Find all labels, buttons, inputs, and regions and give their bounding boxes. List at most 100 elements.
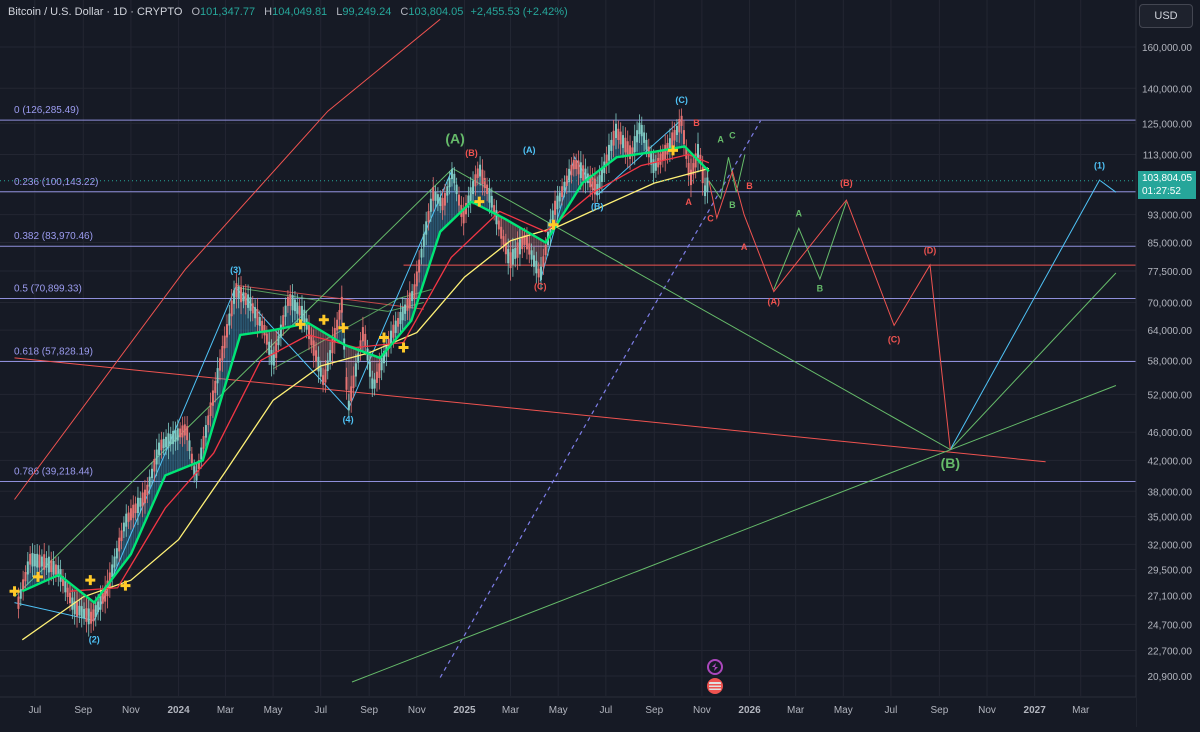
high-label: H	[264, 6, 273, 18]
candle-body	[626, 141, 629, 157]
candle-body	[172, 430, 175, 445]
candle-body	[425, 221, 428, 235]
fibonacci-retracement[interactable]: 0 (126,285.49) 0.236 (100,143.22) 0.382 (8…	[0, 105, 1136, 482]
replay-icon[interactable]	[707, 659, 723, 675]
time-tick-label: Jul	[885, 705, 898, 716]
candle-body	[235, 283, 238, 298]
candle-body	[94, 605, 97, 618]
low-value: 99,249.24	[342, 6, 392, 18]
bottom-icons[interactable]	[707, 659, 723, 694]
candle-body	[47, 556, 50, 573]
candle-body	[347, 400, 350, 411]
price-tick-label: 46,000.00	[1148, 428, 1193, 439]
time-tick-label: 2024	[167, 705, 190, 716]
candle-body	[218, 358, 221, 371]
plus-marker	[318, 314, 329, 325]
candle-body	[38, 554, 41, 568]
candle-body	[399, 311, 402, 325]
price-tick-label: 77,500.00	[1148, 267, 1193, 278]
wave-label: (4)	[343, 414, 354, 424]
price-tick-label: 42,000.00	[1148, 456, 1193, 467]
fib-level-label: 0.236 (100,143.22)	[14, 177, 99, 188]
candle-body	[455, 184, 458, 195]
red-scenario-path[interactable]	[708, 169, 951, 450]
candle-body	[104, 586, 107, 602]
candle-body	[57, 565, 60, 578]
candle-body	[68, 592, 71, 604]
plus-marker	[668, 145, 679, 156]
candle-body	[518, 239, 521, 255]
candle-body	[272, 354, 275, 366]
dotted-trendline[interactable]	[439, 120, 762, 678]
time-axis[interactable]: Jul Sep Nov 2024 Mar May Jul Sep Nov 2025 Mar May Ju…	[0, 696, 1136, 727]
candle-body	[493, 205, 496, 214]
candle-body	[664, 144, 667, 160]
candle-body	[500, 226, 503, 239]
time-tick-label: Sep	[360, 705, 378, 716]
wave-label: (D)	[924, 246, 937, 256]
candle-body	[300, 305, 303, 321]
price-tick-label: 20,900.00	[1148, 672, 1193, 683]
green-scenario-path-2[interactable]	[773, 201, 847, 290]
cyan-projection-path[interactable]	[949, 179, 1117, 450]
wave-label: (2)	[89, 634, 100, 644]
time-tick-label: Jul	[28, 705, 41, 716]
candle-body	[638, 122, 641, 135]
wave-label: C	[729, 130, 736, 140]
candle-body	[673, 129, 676, 141]
candle-body	[704, 185, 707, 197]
price-tick-label: 52,000.00	[1148, 390, 1193, 401]
price-tick-label: 93,000.00	[1148, 211, 1193, 222]
candle-body	[521, 237, 524, 250]
price-series	[0, 108, 1136, 641]
candle-body	[113, 556, 116, 568]
candle-body	[204, 425, 207, 438]
candle-body	[336, 319, 339, 331]
candle-body	[375, 371, 378, 383]
price-tick-label: 22,700.00	[1148, 646, 1193, 657]
candle-body	[436, 194, 439, 204]
candle-body	[633, 136, 636, 153]
flag-icon[interactable]	[707, 678, 723, 694]
drawings[interactable]	[14, 18, 1137, 683]
wave-label: A	[796, 208, 803, 218]
candle-body	[530, 250, 533, 260]
plus-marker	[32, 571, 43, 582]
candle-body	[315, 350, 318, 362]
green-scenario-path[interactable]	[708, 154, 746, 200]
red-channel-line[interactable]	[235, 284, 424, 310]
symbol-title[interactable]: Bitcoin / U.S. Dollar · 1D · CRYPTO	[8, 6, 183, 18]
candle-body	[429, 198, 432, 212]
candle-body	[244, 292, 247, 305]
candle-body	[404, 304, 407, 314]
candle-body	[141, 492, 144, 507]
candle-body	[643, 132, 646, 143]
candle-body	[333, 328, 336, 343]
candle-body	[483, 177, 486, 189]
price-axis[interactable]: 160,000.00 140,000.00 125,000.00 113,000.00…	[1135, 0, 1200, 727]
green-long-trendline[interactable]	[351, 385, 1117, 683]
wave-label: (B)	[941, 455, 960, 471]
candle-body	[509, 252, 512, 269]
plus-marker	[295, 319, 306, 330]
candle-body	[22, 579, 25, 592]
green-wave-structure[interactable]	[14, 167, 1117, 598]
price-tick-label: 35,000.00	[1148, 513, 1193, 524]
candle-body	[26, 561, 29, 575]
candle-body	[629, 145, 632, 160]
candle-body	[612, 130, 615, 146]
candle-body	[652, 159, 655, 174]
plus-marker	[379, 332, 389, 343]
currency-button[interactable]: USD	[1139, 4, 1193, 28]
candle-body	[254, 307, 257, 319]
candle-body	[251, 303, 254, 314]
wave-label: (A)	[523, 145, 536, 155]
candle-body	[680, 115, 683, 126]
red-descending-trendline[interactable]	[14, 357, 1046, 463]
candle-body	[158, 442, 161, 455]
red-upper-trendline[interactable]	[14, 18, 441, 500]
price-tick-label: 85,000.00	[1148, 238, 1193, 249]
wave-label: B	[693, 118, 700, 128]
